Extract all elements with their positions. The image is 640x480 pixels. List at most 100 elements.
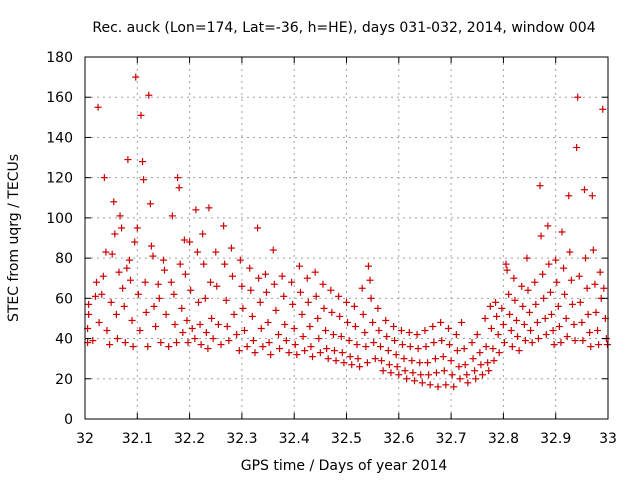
data-point	[249, 337, 257, 345]
data-point	[121, 339, 129, 347]
data-point	[400, 355, 408, 363]
data-point	[180, 236, 188, 244]
data-points	[84, 73, 611, 391]
data-point	[187, 286, 195, 294]
data-point	[383, 333, 391, 341]
data-point	[257, 325, 265, 332]
data-point	[429, 322, 437, 330]
data-point	[162, 310, 170, 318]
data-point	[299, 333, 307, 341]
data-point	[204, 345, 212, 353]
data-point	[209, 335, 217, 343]
data-point	[119, 284, 127, 292]
data-point	[264, 318, 272, 326]
data-point	[520, 320, 528, 328]
data-point	[539, 270, 547, 278]
data-point	[537, 232, 545, 240]
data-point	[499, 320, 507, 328]
data-point	[309, 353, 317, 361]
data-point	[395, 371, 403, 379]
data-point	[157, 339, 165, 347]
data-point	[363, 359, 371, 367]
data-point	[421, 327, 429, 335]
data-point	[270, 280, 278, 288]
data-point	[282, 337, 290, 345]
data-point	[473, 331, 481, 339]
data-point	[588, 192, 596, 200]
data-point	[471, 367, 479, 375]
data-point	[591, 280, 599, 288]
data-point	[544, 222, 552, 230]
data-point	[111, 230, 119, 238]
data-point	[207, 278, 215, 286]
data-point	[410, 377, 418, 385]
data-point	[370, 339, 378, 347]
data-point	[124, 156, 132, 164]
data-point	[332, 357, 340, 365]
data-point	[578, 318, 586, 326]
data-point	[409, 369, 417, 377]
data-point	[515, 347, 523, 355]
data-point	[573, 144, 581, 151]
x-axis-label: GPS time / Days of year 2014	[241, 458, 448, 474]
data-point	[230, 310, 238, 318]
data-point	[507, 327, 515, 335]
data-point	[102, 248, 110, 256]
data-point	[269, 246, 277, 254]
data-point	[472, 375, 480, 383]
data-point	[514, 333, 522, 341]
data-point	[358, 284, 366, 292]
data-point	[392, 351, 400, 359]
data-point	[254, 224, 262, 232]
data-point	[405, 329, 413, 337]
data-point	[178, 304, 186, 312]
data-point	[502, 260, 510, 268]
data-point	[599, 105, 607, 113]
data-point	[576, 298, 584, 306]
data-point	[484, 359, 492, 367]
data-point	[235, 347, 243, 355]
data-point	[565, 192, 573, 200]
data-point	[344, 318, 352, 326]
data-point	[456, 375, 464, 383]
data-point	[276, 345, 284, 353]
data-point	[446, 341, 454, 349]
data-point	[500, 339, 508, 347]
data-point	[554, 302, 562, 310]
x-tick-label: 32.8	[488, 431, 519, 447]
data-point	[346, 353, 354, 361]
data-point	[579, 337, 587, 345]
data-point	[582, 254, 590, 262]
x-tick-label: 32.9	[540, 431, 571, 447]
data-point	[340, 359, 348, 367]
data-point	[594, 327, 602, 335]
data-point	[481, 314, 489, 322]
data-point	[416, 359, 424, 367]
data-point	[94, 103, 102, 111]
data-point	[291, 341, 299, 349]
data-point	[414, 345, 422, 353]
data-point	[131, 238, 139, 246]
x-tick-label: 32.5	[331, 431, 362, 447]
data-point	[512, 316, 520, 324]
data-point	[142, 308, 150, 316]
data-point	[477, 361, 485, 369]
data-point	[493, 312, 501, 320]
data-point	[213, 282, 221, 290]
data-point	[378, 357, 386, 365]
data-point	[567, 276, 575, 284]
data-point	[434, 383, 442, 391]
data-point	[128, 316, 136, 324]
data-point	[523, 254, 531, 262]
x-tick-label: 32.1	[122, 431, 153, 447]
data-point	[91, 292, 99, 300]
data-point	[179, 329, 187, 337]
data-point	[531, 278, 539, 286]
data-point	[533, 318, 541, 326]
data-point	[141, 278, 149, 286]
data-point	[170, 290, 178, 298]
data-point	[384, 347, 392, 355]
data-point	[575, 272, 583, 280]
data-point	[580, 186, 588, 194]
